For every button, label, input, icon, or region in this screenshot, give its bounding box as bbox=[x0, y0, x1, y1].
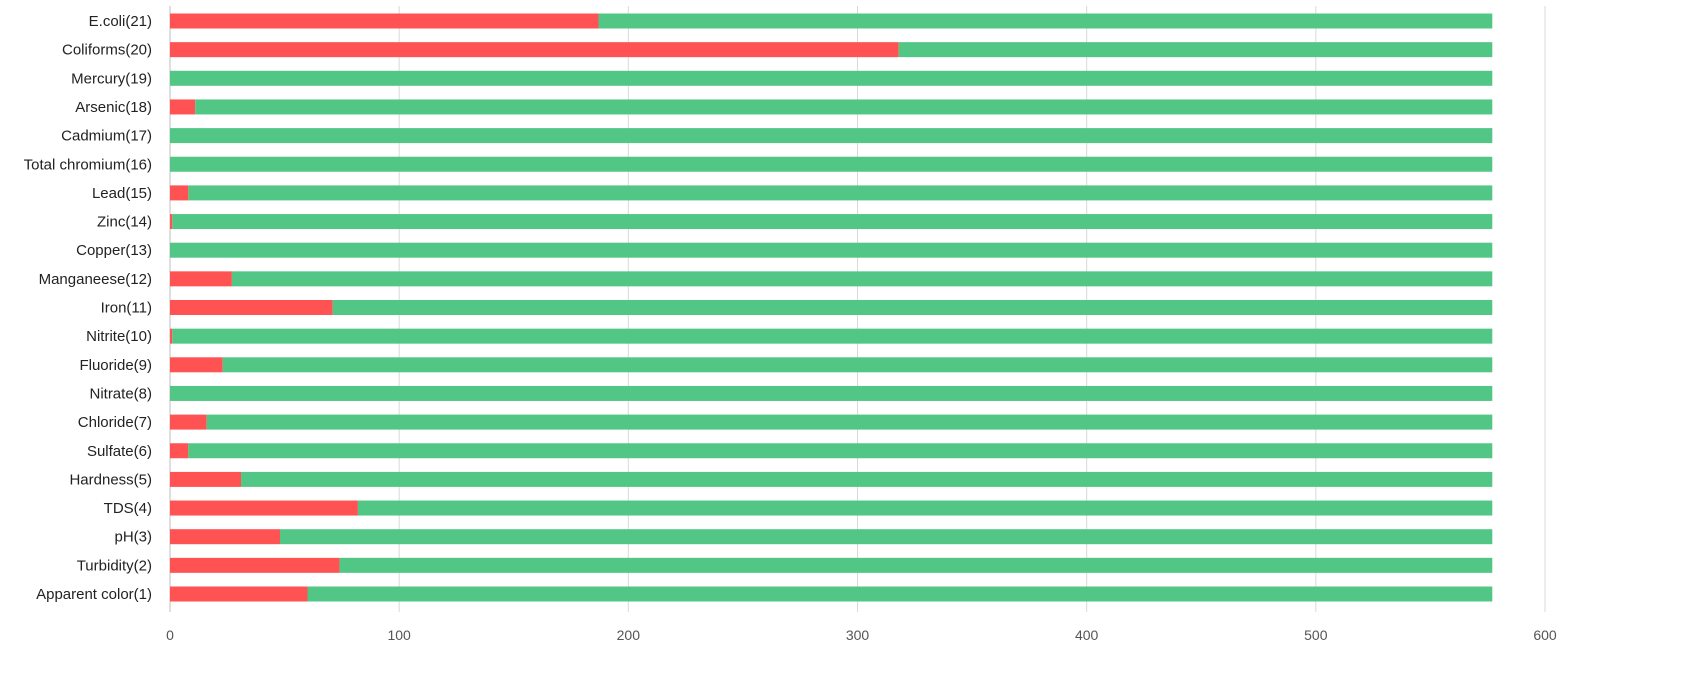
bar-segment-red bbox=[170, 414, 207, 430]
category-label: Coliforms(20) bbox=[62, 42, 152, 59]
bar-segment-green bbox=[170, 385, 1493, 401]
bar-segment-red bbox=[170, 300, 333, 315]
bar-segment-red bbox=[170, 471, 242, 487]
category-label: Lead(15) bbox=[92, 185, 152, 202]
category-label: Copper(13) bbox=[76, 242, 152, 259]
bar-segment-green bbox=[231, 271, 1493, 287]
bar-segment-red bbox=[170, 328, 173, 344]
bar-segment-red bbox=[170, 529, 280, 545]
category-label: E.coli(21) bbox=[89, 13, 152, 30]
x-tick-label: 100 bbox=[387, 627, 411, 643]
x-tick-label: 500 bbox=[1304, 627, 1328, 643]
bar-segment-green bbox=[241, 471, 1493, 487]
bar-segment-red bbox=[170, 99, 196, 115]
category-label: Arsenic(18) bbox=[75, 99, 152, 116]
bar-segment-red bbox=[170, 586, 308, 602]
category-label: Iron(11) bbox=[101, 300, 152, 317]
category-label: Nitrate(8) bbox=[89, 385, 152, 402]
bar-segment-green bbox=[598, 13, 1493, 29]
bar-segment-green bbox=[170, 156, 1493, 172]
category-label: Apparent color(1) bbox=[36, 586, 152, 603]
bar-segment-green bbox=[307, 586, 1493, 602]
bars bbox=[170, 13, 1493, 602]
bar-segment-green bbox=[280, 529, 1493, 545]
bar-segment-green bbox=[172, 328, 1493, 344]
category-label: Hardness(5) bbox=[69, 471, 152, 488]
bar-segment-green bbox=[170, 128, 1493, 144]
bar-segment-green bbox=[188, 443, 1493, 459]
category-label: Sulfate(6) bbox=[87, 443, 152, 460]
x-tick-label: 0 bbox=[166, 627, 174, 643]
category-label: pH(3) bbox=[114, 529, 152, 546]
category-label: Cadmium(17) bbox=[61, 128, 152, 145]
bar-segment-green bbox=[357, 500, 1493, 516]
bar-segment-green bbox=[332, 300, 1493, 315]
bar-segment-red bbox=[170, 42, 899, 58]
bar-segment-red bbox=[170, 185, 189, 201]
category-label: Manganeese(12) bbox=[39, 271, 152, 288]
bar-segment-green bbox=[170, 242, 1493, 258]
category-label: Mercury(19) bbox=[71, 70, 152, 87]
bar-segment-red bbox=[170, 13, 599, 29]
bar-segment-green bbox=[206, 414, 1493, 430]
category-label: Total chromium(16) bbox=[24, 156, 152, 173]
bar-segment-green bbox=[172, 214, 1493, 230]
bar-segment-red bbox=[170, 500, 358, 516]
bar-segment-red bbox=[170, 557, 340, 573]
x-axis-ticks: 0 100 200 300 400 500 600 bbox=[166, 627, 1557, 643]
category-labels: E.coli(21) Coliforms(20) Mercury(19) Arseni… bbox=[24, 13, 152, 603]
category-label: Zinc(14) bbox=[97, 214, 152, 231]
category-label: Nitrite(10) bbox=[86, 328, 152, 345]
category-label: Turbidity(2) bbox=[77, 557, 152, 574]
bar-segment-green bbox=[222, 357, 1493, 373]
x-tick-label: 600 bbox=[1533, 627, 1557, 643]
bar-segment-green bbox=[188, 185, 1493, 201]
category-label: Chloride(7) bbox=[78, 414, 152, 431]
bar-segment-red bbox=[170, 271, 232, 287]
category-label: Fluoride(9) bbox=[79, 357, 152, 374]
x-tick-label: 200 bbox=[617, 627, 641, 643]
bar-segment-green bbox=[170, 70, 1493, 86]
x-tick-label: 400 bbox=[1075, 627, 1099, 643]
bar-segment-red bbox=[170, 357, 223, 373]
bar-segment-green bbox=[898, 42, 1493, 58]
bar-segment-red bbox=[170, 214, 173, 230]
bar-segment-green bbox=[339, 557, 1493, 573]
bar-segment-green bbox=[195, 99, 1493, 115]
bar-segment-red bbox=[170, 443, 189, 459]
x-tick-label: 300 bbox=[846, 627, 870, 643]
category-label: TDS(4) bbox=[104, 500, 152, 517]
